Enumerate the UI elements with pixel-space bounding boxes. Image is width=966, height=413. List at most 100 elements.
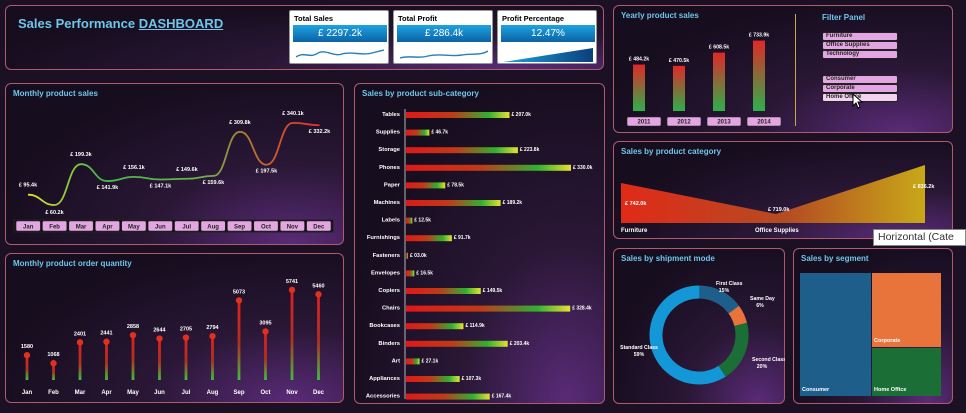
category-value: £ 836.2k <box>913 184 935 190</box>
year-button[interactable] <box>626 116 662 127</box>
subcat-value: £ 167.4k <box>492 394 512 400</box>
month-label: Sep <box>233 390 244 396</box>
treemap-consumer: Consumer <box>800 273 871 396</box>
kpi-title: Profit Percentage <box>502 14 565 23</box>
subcat-label: Envelopes <box>371 270 400 276</box>
category-name: Office Supplies <box>755 228 799 234</box>
year-value: £ 470.5k <box>669 58 689 64</box>
qty-label: 1580 <box>21 344 33 350</box>
treemap-label: Corporate <box>874 338 901 344</box>
qty-label: 2794 <box>206 325 219 331</box>
qty-dot <box>156 335 163 342</box>
month-button[interactable] <box>306 220 332 232</box>
kpi-value: £ 2297.2k <box>293 25 387 42</box>
filter-category-office-supplies[interactable]: Office Supplies <box>822 41 898 50</box>
filter-panel-title: Filter Panel <box>822 13 866 22</box>
divider <box>795 14 796 126</box>
category-chart: £ 742.0k £ 719.0k £ 836.2k Furniture Office … <box>621 165 935 234</box>
treemap-home-office: Home Office <box>872 348 941 396</box>
sales-data-label: £ 197.5k <box>256 169 278 175</box>
month-button[interactable] <box>253 220 279 232</box>
yearly-filter-panel: Yearly product sales Filter Panel <box>613 5 953 133</box>
qty-label: 5073 <box>233 289 245 295</box>
month-button[interactable] <box>94 220 120 232</box>
month-button[interactable] <box>42 220 68 232</box>
filter-segment-corporate[interactable]: Corporate <box>822 84 898 93</box>
filter-category-technology[interactable]: Technology <box>822 50 898 59</box>
qty-stem <box>211 336 214 380</box>
slice-name: Second Class <box>752 357 785 363</box>
filter-segment-consumer[interactable]: Consumer <box>822 75 898 84</box>
year-bar <box>753 40 765 112</box>
filter-category-furniture[interactable]: Furniture <box>822 32 898 41</box>
month-button-label: Jun <box>155 225 166 231</box>
slice-pct: 20% <box>757 364 768 370</box>
year-bar <box>673 65 685 111</box>
year-button-label: 2011 <box>637 120 651 126</box>
slice-pct: 59% <box>634 352 645 358</box>
panel-title: Sales by shipment mode <box>621 254 715 263</box>
treemap-label: Home Office <box>874 387 907 393</box>
treemap-label: Consumer <box>802 387 830 393</box>
qty-dot <box>262 328 269 335</box>
qty-label: 2858 <box>127 324 139 330</box>
subcat-value: £ 223.8k <box>520 147 540 153</box>
subcat-value: £ 91.7k <box>454 235 471 241</box>
subcat-value: £ 114.9k <box>465 323 484 329</box>
subcat-bar <box>406 200 501 206</box>
order-qty-panel: Monthly product order quantity <box>5 253 344 403</box>
order-qty-chart: 1580 Jan 1068 Feb 2401 Mar 2441 Apr 2858 May 2644 J… <box>21 279 325 396</box>
sparkline-icon <box>296 49 384 58</box>
kpi-profit-percentage: Profit Percentage 12.47% <box>497 10 597 64</box>
month-button[interactable] <box>121 220 147 232</box>
month-label: Mar <box>75 390 86 396</box>
subcat-bar <box>406 340 508 347</box>
year-button[interactable] <box>666 116 702 127</box>
qty-dot <box>209 332 216 340</box>
month-button-label: Aug <box>207 225 219 231</box>
qty-dot <box>129 331 137 339</box>
qty-label: 2441 <box>100 331 112 337</box>
subcategory-panel: Sales by product sub-category <box>354 83 605 404</box>
month-button[interactable] <box>174 220 200 232</box>
subcat-bar <box>406 358 420 365</box>
sales-data-label: £ 95.4k <box>19 183 38 189</box>
year-button-label: 2013 <box>717 120 731 126</box>
month-label: May <box>127 390 139 396</box>
month-label: Dec <box>313 390 325 396</box>
month-button[interactable] <box>147 220 173 232</box>
subcat-bar <box>406 393 490 400</box>
qty-stem <box>105 341 108 380</box>
qty-label: 3095 <box>259 320 271 326</box>
month-button[interactable] <box>68 220 94 232</box>
subcat-label: Accessories <box>366 394 400 400</box>
year-button[interactable] <box>746 116 782 127</box>
subcat-bar <box>406 288 481 294</box>
wedge-icon <box>503 48 593 62</box>
subcat-label: Chairs <box>382 306 400 312</box>
subcat-value: £ 207.0k <box>512 112 532 118</box>
month-button[interactable] <box>227 220 253 232</box>
year-bar <box>633 64 645 111</box>
month-label: Oct <box>260 390 270 396</box>
month-button[interactable] <box>15 220 41 232</box>
month-button[interactable] <box>200 220 226 232</box>
qty-stem <box>158 338 161 380</box>
subcat-label: Storage <box>378 147 400 153</box>
qty-stem <box>78 342 82 380</box>
qty-stem <box>290 289 294 380</box>
qty-stem <box>25 355 29 380</box>
slice-pct: 15% <box>719 288 730 294</box>
panel-title: Sales by segment <box>801 254 869 263</box>
subcat-bar <box>406 235 452 242</box>
month-button-label: Oct <box>261 225 271 231</box>
category-value: £ 719.0k <box>768 207 790 213</box>
subcat-label: Tables <box>382 112 400 118</box>
year-button[interactable] <box>706 116 742 127</box>
kpi-total-sales: Total Sales £ 2297.2k <box>289 10 389 64</box>
qty-stem <box>264 331 267 380</box>
subcat-label: Paper <box>384 182 401 188</box>
qty-stem <box>131 335 135 380</box>
month-button[interactable] <box>279 220 305 232</box>
subcategory-chart: Tables £ 207.0k Supplies £ 46.7k Storage £ 22… <box>366 109 593 400</box>
